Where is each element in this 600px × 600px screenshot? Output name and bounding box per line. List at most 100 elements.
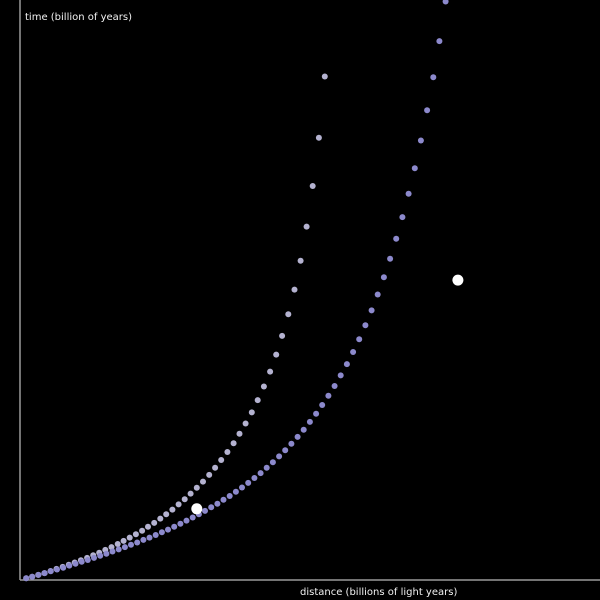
series-b-point-64: [417, 137, 424, 144]
series-b-point-66: [430, 74, 437, 81]
series-a-point-33: [224, 449, 231, 455]
series-b-point-9: [78, 558, 85, 565]
series-b-point-57: [374, 291, 381, 298]
series-b-point-38: [257, 470, 264, 477]
series-b-point-67: [436, 38, 443, 45]
series-b-point-4: [47, 568, 54, 575]
series-a-point-38: [254, 397, 261, 404]
series-a-point-17: [126, 534, 133, 541]
series-a-point-29: [200, 478, 206, 485]
series-b-point-62: [405, 190, 412, 197]
series-b-point-45: [300, 426, 307, 433]
series-a-point-48: [315, 134, 322, 141]
series-a-point-22: [157, 515, 164, 522]
series-b-point-3: [41, 570, 48, 577]
x-axis-label: distance (billions of light years): [300, 587, 457, 598]
series-b-point-24: [171, 523, 178, 530]
series-a-point-39: [260, 383, 267, 390]
series-a-point-19: [139, 527, 146, 534]
series-b-point-15: [115, 546, 122, 553]
series-b-point-49: [325, 392, 332, 399]
series-b-point-13: [103, 550, 110, 557]
series-b-point-23: [165, 526, 171, 533]
series-a-point-16: [120, 537, 127, 544]
series-b-point-10: [84, 557, 91, 563]
series-b-point-18: [134, 539, 141, 546]
series-b-point-63: [411, 165, 418, 172]
series-a-point-47: [309, 183, 316, 189]
series-b-point-1: [29, 573, 36, 580]
series-a-point-24: [169, 506, 176, 513]
series-a-point-45: [297, 257, 304, 264]
series-b-point-5: [54, 566, 60, 573]
series-a-point-23: [163, 511, 170, 518]
y-axis-label: time (billion of years): [25, 12, 132, 23]
series-b-point-31: [214, 500, 221, 507]
series-a-point-35: [236, 430, 243, 437]
series-b-point-44: [294, 433, 301, 440]
series-b-point-22: [158, 529, 165, 536]
series-b-point-0: [23, 575, 30, 582]
series-b-point-61: [399, 214, 406, 221]
series-b-point-30: [208, 504, 215, 511]
series-b-point-48: [319, 402, 326, 408]
highlight-a-point: [191, 503, 203, 515]
highlight-b-point: [452, 274, 464, 286]
series-b-point-21: [152, 532, 159, 538]
series-a-point-36: [242, 420, 249, 427]
series-a-point-30: [206, 471, 213, 478]
series-b-point-47: [313, 410, 320, 417]
series-b-point-53: [350, 349, 357, 355]
series-b-point-42: [282, 447, 289, 454]
series-a-point-31: [212, 464, 219, 471]
series-b-point-46: [306, 418, 313, 425]
series-b-point-58: [380, 274, 387, 281]
series-a-point-15: [114, 541, 121, 547]
series-a-point-34: [230, 440, 237, 447]
series-b-point-29: [202, 507, 208, 514]
series-b-point-51: [337, 372, 344, 379]
series-a-point-21: [151, 519, 158, 526]
series-b-point-7: [66, 562, 73, 569]
series-b-point-50: [331, 383, 338, 389]
series-a-point-42: [279, 332, 286, 339]
series-a-point-40: [267, 368, 274, 375]
series-a-point-43: [285, 311, 292, 318]
series-b-point-41: [276, 453, 283, 460]
series-a-point-46: [303, 223, 310, 230]
series-b-point-60: [393, 235, 400, 242]
series-b-point-55: [362, 322, 369, 329]
series-a-point-49: [321, 73, 328, 80]
series-a-point-32: [218, 457, 225, 463]
series-b-point-43: [288, 440, 295, 447]
series-b-point-59: [387, 255, 394, 262]
series-a-point-28: [193, 484, 200, 491]
series-b-point-12: [97, 552, 104, 559]
series-b-point-37: [251, 475, 258, 481]
series-a-point-44: [291, 286, 298, 293]
series-a-point-26: [181, 496, 188, 503]
series-b-point-40: [269, 459, 276, 466]
series-b-point-6: [60, 564, 67, 571]
series-b-point-34: [232, 488, 239, 495]
series-b-point-19: [140, 536, 147, 543]
series-b-point-2: [35, 571, 42, 578]
series-b-point-65: [424, 107, 431, 114]
series-b-point-27: [189, 514, 196, 521]
series-b-point-25: [177, 520, 184, 527]
series-a-point-25: [175, 501, 182, 508]
series-a-point-20: [145, 523, 151, 530]
series-b-point-32: [220, 496, 227, 503]
series-a-point-18: [132, 531, 139, 538]
series-b-point-11: [91, 554, 97, 561]
series-a-point-41: [273, 351, 280, 358]
series-b-point-26: [183, 517, 190, 524]
series-b-point-8: [72, 560, 79, 567]
data-points: [23, 0, 464, 582]
series-b-point-52: [343, 361, 350, 368]
series-b-point-14: [109, 548, 116, 555]
series-b-point-16: [121, 544, 128, 551]
series-a-point-37: [248, 409, 255, 416]
series-a-point-27: [187, 490, 194, 497]
